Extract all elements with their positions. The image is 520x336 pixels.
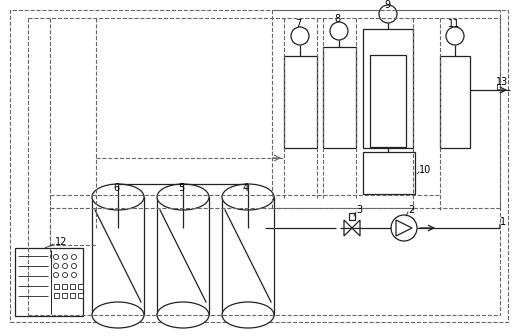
- Circle shape: [62, 272, 68, 278]
- Circle shape: [72, 272, 76, 278]
- Bar: [70, 293, 75, 298]
- Bar: [78, 284, 83, 289]
- Bar: [54, 293, 59, 298]
- Text: 2: 2: [408, 205, 414, 215]
- Bar: [363, 29, 413, 148]
- Circle shape: [72, 254, 76, 259]
- Text: 8: 8: [334, 14, 340, 24]
- Circle shape: [54, 263, 58, 268]
- Bar: [222, 197, 274, 315]
- Ellipse shape: [92, 302, 144, 328]
- Bar: [349, 213, 355, 220]
- Ellipse shape: [92, 184, 144, 210]
- Bar: [62, 284, 67, 289]
- Circle shape: [330, 22, 348, 40]
- Text: 12: 12: [55, 237, 68, 247]
- Ellipse shape: [157, 302, 209, 328]
- Bar: [157, 197, 209, 315]
- Ellipse shape: [222, 302, 274, 328]
- Text: 11: 11: [448, 19, 460, 29]
- Text: 10: 10: [419, 165, 431, 175]
- Bar: [70, 284, 75, 289]
- Circle shape: [62, 263, 68, 268]
- Polygon shape: [352, 220, 360, 236]
- Text: 4: 4: [243, 183, 249, 193]
- Ellipse shape: [157, 184, 209, 210]
- Circle shape: [54, 272, 58, 278]
- Ellipse shape: [222, 184, 274, 210]
- Bar: [92, 197, 144, 315]
- Bar: [363, 152, 415, 194]
- Bar: [370, 55, 406, 147]
- Text: 1: 1: [500, 217, 506, 227]
- Bar: [440, 56, 470, 148]
- Circle shape: [291, 27, 309, 45]
- Circle shape: [72, 263, 76, 268]
- Bar: [54, 284, 59, 289]
- Circle shape: [379, 5, 397, 23]
- Circle shape: [391, 215, 417, 241]
- Polygon shape: [396, 220, 412, 236]
- Text: 9: 9: [384, 0, 390, 10]
- Polygon shape: [344, 220, 352, 236]
- Bar: [323, 47, 356, 148]
- Bar: [78, 293, 83, 298]
- Text: 13: 13: [496, 77, 508, 87]
- Text: 3: 3: [356, 205, 362, 215]
- Text: 6: 6: [113, 183, 119, 193]
- Text: 7: 7: [295, 19, 301, 29]
- Bar: [272, 10, 500, 208]
- Circle shape: [62, 254, 68, 259]
- Text: 5: 5: [178, 183, 184, 193]
- Circle shape: [446, 27, 464, 45]
- Bar: [15, 248, 83, 316]
- Circle shape: [54, 254, 58, 259]
- Bar: [62, 293, 67, 298]
- Bar: [284, 56, 317, 148]
